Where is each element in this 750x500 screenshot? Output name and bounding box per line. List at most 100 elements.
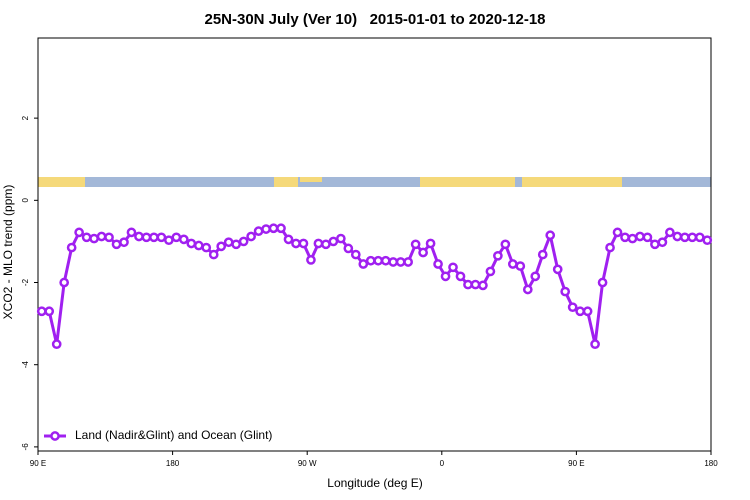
point — [156, 232, 167, 243]
point — [470, 279, 481, 290]
point — [567, 302, 578, 313]
point — [119, 237, 129, 248]
point — [149, 232, 159, 243]
point — [672, 231, 683, 242]
y-tick-label: -4 — [21, 361, 30, 369]
point — [687, 232, 698, 243]
point — [66, 242, 77, 253]
point — [463, 279, 473, 290]
point — [515, 261, 526, 271]
point — [365, 255, 376, 266]
x-tick-label: 0 — [440, 459, 445, 468]
point — [96, 231, 107, 242]
point — [321, 239, 331, 250]
point — [313, 238, 324, 249]
point — [612, 227, 623, 238]
point — [201, 242, 212, 253]
y-tick-label: 0 — [21, 198, 30, 203]
point — [418, 247, 428, 258]
point — [223, 237, 234, 248]
x-axis-label: Longitude (deg E) — [327, 476, 422, 490]
point — [485, 266, 496, 277]
point — [343, 243, 354, 254]
point — [164, 235, 174, 246]
point — [59, 277, 70, 288]
plot-frame — [37, 37, 712, 452]
point — [193, 240, 204, 251]
point — [433, 259, 443, 269]
point — [208, 249, 219, 260]
point — [500, 239, 511, 250]
point — [478, 280, 488, 291]
point — [537, 249, 548, 260]
point — [268, 223, 279, 234]
point — [448, 262, 458, 273]
point — [635, 231, 645, 242]
legend-label: Land (Nadir&Glint) and Ocean (Glint) — [75, 428, 272, 442]
point — [642, 232, 653, 243]
point — [590, 339, 600, 350]
point — [702, 235, 713, 246]
y-tick-label: -2 — [21, 278, 30, 286]
point — [336, 233, 346, 244]
point — [545, 230, 556, 241]
point — [575, 306, 585, 317]
x-tick-label: 90 W — [298, 459, 317, 468]
point — [178, 234, 189, 245]
point — [560, 286, 571, 297]
point — [306, 255, 316, 265]
point — [51, 339, 62, 350]
point — [395, 257, 406, 267]
point — [253, 226, 264, 236]
point — [328, 236, 339, 247]
chart-title: 25N-30N July (Ver 10) 2015-01-01 to 2020… — [204, 11, 545, 28]
point — [283, 234, 294, 245]
y-tick-label: -6 — [21, 443, 30, 451]
point — [358, 259, 369, 269]
point — [89, 233, 99, 244]
point — [627, 233, 638, 244]
point — [111, 239, 122, 250]
point — [530, 271, 541, 282]
y-tick-label: 2 — [21, 115, 30, 120]
point — [134, 231, 144, 242]
point — [350, 249, 361, 260]
point — [507, 259, 518, 269]
point — [425, 238, 436, 249]
point — [380, 255, 391, 266]
point — [126, 227, 137, 238]
point — [552, 264, 563, 275]
point — [679, 232, 690, 243]
point — [104, 232, 114, 243]
point — [81, 232, 92, 243]
point — [605, 242, 615, 253]
point — [231, 239, 242, 250]
point — [440, 271, 451, 282]
point — [261, 224, 271, 234]
point — [276, 223, 286, 234]
point — [216, 241, 227, 252]
point — [597, 277, 608, 288]
point — [657, 237, 668, 248]
y-axis-label: XCO2 - MLO trend (ppm) — [1, 185, 15, 320]
x-tick-label: 90 E — [30, 459, 46, 468]
point — [74, 227, 84, 238]
point — [141, 232, 152, 243]
point — [410, 239, 421, 250]
point — [171, 232, 182, 243]
point — [291, 238, 301, 249]
x-tick-label: 90 E — [568, 459, 584, 468]
point — [493, 250, 503, 261]
point — [650, 239, 660, 250]
point — [44, 306, 55, 317]
point — [455, 271, 466, 282]
point — [298, 238, 309, 249]
land-ocean-strip — [38, 177, 711, 187]
point — [246, 231, 256, 242]
point — [403, 257, 413, 267]
x-tick-label: 180 — [166, 459, 180, 468]
point — [36, 306, 47, 317]
point — [388, 257, 399, 267]
x-tick-label: 180 — [704, 459, 718, 468]
